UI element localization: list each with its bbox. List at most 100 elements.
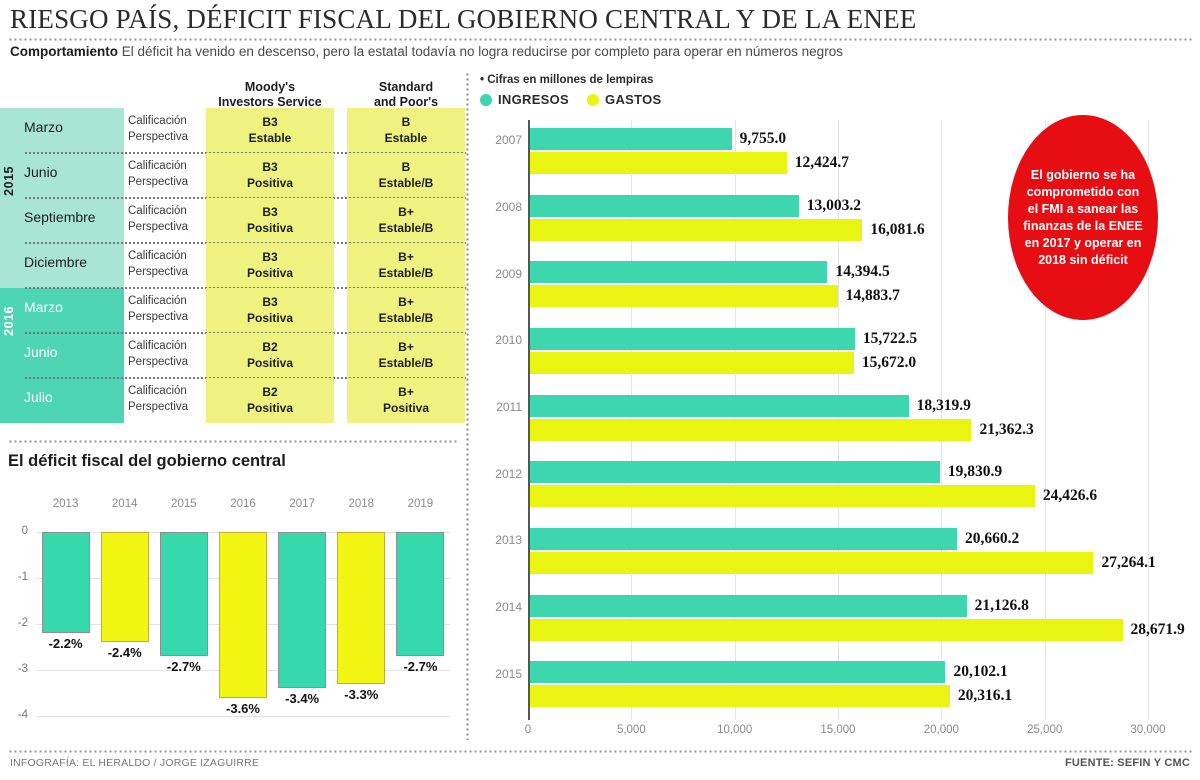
moodys-outlook: Estable	[248, 131, 292, 145]
enee-bar-value: 16,081.6	[870, 220, 925, 238]
x-axis-tick: 15,000	[820, 724, 856, 736]
header-divider	[8, 38, 1194, 41]
enee-bar-group: 2008 13,003.2 16,081.6	[495, 187, 1148, 254]
row-metric-labels: Calificación Perspectiva	[128, 203, 204, 235]
label-calificacion: Calificación	[128, 160, 187, 172]
deficit-bar-value: -3.6%	[226, 700, 260, 716]
label-calificacion: Calificación	[128, 250, 187, 262]
sp-rating: B+	[398, 250, 414, 264]
enee-bar-value: 21,362.3	[979, 420, 1034, 438]
x-axis-tick: 2016	[230, 498, 256, 510]
enee-bar	[530, 328, 855, 350]
row-month: Marzo	[24, 119, 63, 135]
x-axis-tick: 5,000	[616, 724, 646, 736]
table-row: Marzo Calificación Perspectiva B3 Estable B Es…	[0, 108, 466, 154]
enee-bar-group: 2010 15,722.5 15,672.0	[495, 320, 1148, 387]
enee-bar-value: 9,755.0	[739, 130, 787, 147]
label-calificacion: Calificación	[128, 295, 187, 307]
y-axis-tick: -2	[17, 617, 28, 629]
y-axis-tick: 0	[21, 525, 28, 537]
enee-bar	[530, 418, 972, 441]
table-row: Julio Calificación Perspectiva B2 Positiva B+…	[0, 378, 466, 423]
label-calificacion: Calificación	[128, 385, 187, 397]
legend-swatch-icon	[587, 93, 600, 106]
row-metric-labels: Calificación Perspectiva	[128, 248, 204, 280]
label-perspectiva: Perspectiva	[128, 176, 189, 188]
deficit-bar-value: -2.4%	[107, 645, 142, 661]
ratings-table: Moody's Investors Service Standard and P…	[0, 72, 466, 432]
table-row: Marzo Calificación Perspectiva B3 Positiva B+…	[0, 288, 466, 334]
enee-bar-value: 20,102.1	[953, 663, 1008, 681]
gridline	[1148, 120, 1149, 720]
sp-rating: B	[401, 160, 411, 174]
legend-label: INGRESOS	[498, 92, 570, 107]
table-row: Diciembre Calificación Perspectiva B3 Positi…	[0, 243, 466, 289]
vertical-divider	[466, 72, 469, 740]
moodys-outlook: Positiva	[246, 311, 294, 325]
y-axis-tick: -1	[17, 571, 28, 583]
row-metric-labels: Calificación Perspectiva	[128, 338, 204, 370]
enee-chart-plot: 0 5,000 10,000 15,000 20,000 25,000 30,000 2007…	[495, 120, 1185, 736]
deficit-bar-value: -3.4%	[285, 691, 320, 707]
deficit-bar-value: -3.3%	[344, 686, 379, 702]
enee-bar-value: 15,722.5	[862, 330, 918, 347]
table-row: Junio Calificación Perspectiva B2 Positiva B+…	[0, 333, 466, 379]
moodys-outlook: Positiva	[246, 356, 294, 370]
year-group-2016: 2016	[0, 288, 124, 423]
label-perspectiva: Perspectiva	[128, 266, 189, 278]
enee-bar	[530, 661, 946, 684]
enee-bar	[530, 352, 854, 374]
enee-bar	[530, 485, 1035, 508]
enee-bar	[530, 528, 957, 550]
legend-item: GASTOS	[587, 92, 661, 107]
x-axis-tick: 2017	[289, 498, 315, 510]
enee-bar	[530, 685, 950, 708]
row-month: Julio	[24, 389, 53, 405]
deficit-bar	[337, 532, 386, 684]
label-calificacion: Calificación	[128, 340, 187, 352]
deficit-bar-value: -2.7%	[166, 659, 201, 675]
cell-standard-poors: B Estable	[347, 108, 465, 153]
cell-moodys: B3 Positiva	[206, 243, 334, 288]
enee-bar	[530, 461, 940, 484]
sp-outlook: Estable/B	[378, 266, 434, 280]
y-axis-tick: 2010	[495, 333, 522, 348]
enee-bar-value: 19,830.9	[947, 463, 1003, 481]
y-axis-tick: -3	[17, 663, 28, 675]
column-header-standard-and-poors: Standard and Poor's	[373, 80, 439, 109]
sp-outlook: Estable/B	[378, 221, 434, 235]
cell-standard-poors: B+ Positiva	[347, 378, 465, 423]
deficit-bar	[100, 532, 149, 643]
deficit-bar	[41, 532, 90, 634]
gridline	[1044, 120, 1046, 720]
label-calificacion: Calificación	[128, 205, 187, 217]
sp-rating: B+	[398, 205, 414, 219]
enee-bar-group: 2007 9,755.0 12,424.7	[495, 120, 1148, 187]
enee-bar	[530, 194, 799, 217]
x-axis-tick: 0	[524, 724, 532, 736]
y-axis-tick: 2011	[496, 399, 522, 414]
enee-bar	[530, 218, 863, 241]
cell-moodys: B3 Positiva	[206, 288, 334, 333]
gridline	[36, 716, 450, 717]
sp-outlook: Estable/B	[378, 356, 434, 370]
enee-bar-value: 14,394.5	[835, 263, 890, 281]
legend-label: GASTOS	[605, 92, 662, 107]
row-metric-labels: Calificación Perspectiva	[128, 383, 204, 415]
enee-bar-group: 2009 14,394.5 14,883.7	[495, 253, 1148, 320]
enee-bar	[530, 618, 1123, 641]
moodys-rating: B2	[262, 385, 278, 399]
page-subtitle: Comportamiento El déficit ha venido en d…	[10, 44, 843, 59]
label-perspectiva: Perspectiva	[128, 401, 189, 413]
enee-bar	[530, 552, 1094, 574]
y-axis-tick: 2008	[495, 199, 522, 214]
table-row: Junio Calificación Perspectiva B3 Positiva B E…	[0, 153, 466, 199]
y-axis-tick: 2015	[495, 666, 522, 681]
x-axis-tick: 10,000	[717, 724, 753, 736]
row-metric-labels: Calificación Perspectiva	[128, 113, 204, 145]
deficit-bar	[159, 532, 208, 657]
row-month: Marzo	[24, 299, 63, 315]
x-axis-tick: 2013	[52, 498, 79, 510]
y-axis-tick: 2014	[495, 599, 522, 614]
